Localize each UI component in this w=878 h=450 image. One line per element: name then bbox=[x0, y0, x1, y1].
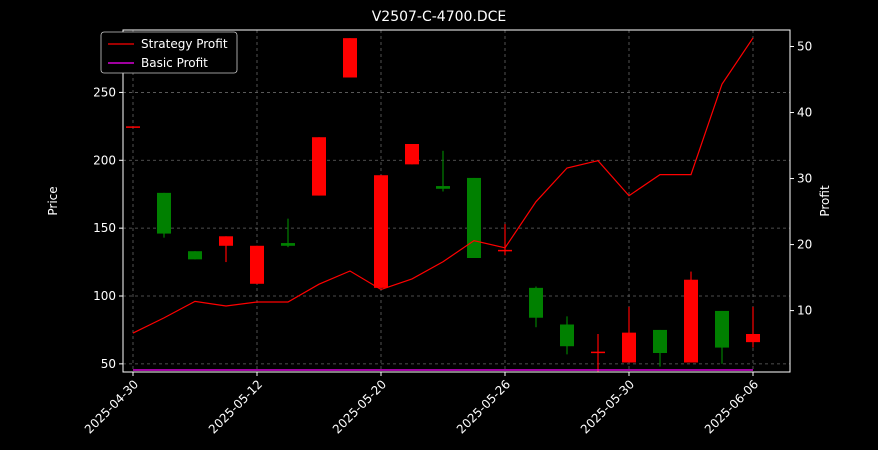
candle-body bbox=[250, 245, 264, 284]
candle-body bbox=[746, 334, 760, 343]
candle-body bbox=[622, 332, 636, 363]
chart-title: V2507-C-4700.DCE bbox=[372, 9, 507, 25]
left-tick-label: 50 bbox=[101, 357, 116, 371]
candle-body bbox=[653, 329, 667, 353]
candle-body bbox=[715, 310, 729, 348]
legend-box bbox=[100, 31, 238, 74]
candle-body bbox=[343, 38, 357, 78]
right-tick-label: 40 bbox=[797, 106, 812, 120]
candle-body bbox=[436, 186, 450, 189]
right-tick-label: 30 bbox=[797, 172, 812, 186]
left-tick-label: 200 bbox=[93, 153, 116, 167]
left-tick-label: 100 bbox=[93, 289, 116, 303]
right-tick-label: 50 bbox=[797, 40, 812, 54]
candle-body bbox=[219, 236, 233, 246]
candle-body bbox=[684, 279, 698, 363]
candle-body bbox=[374, 175, 388, 288]
candle-body bbox=[498, 249, 512, 252]
strategy-profit-line bbox=[132, 37, 754, 334]
candle-body bbox=[157, 192, 171, 234]
plot-frame bbox=[122, 29, 791, 373]
candle-body bbox=[312, 137, 326, 196]
legend-label: Strategy Profit bbox=[141, 37, 228, 51]
right-tick-label: 10 bbox=[797, 304, 812, 318]
left-tick-label: 250 bbox=[93, 85, 116, 99]
left-y-axis: 50 100 150 200 250 bbox=[93, 85, 123, 371]
candle-body bbox=[560, 324, 574, 347]
legend: Strategy Profit Basic Profit bbox=[100, 31, 238, 74]
candle-body bbox=[188, 251, 202, 260]
right-tick-label: 20 bbox=[797, 238, 812, 252]
candles bbox=[126, 38, 760, 372]
candle-body bbox=[126, 126, 140, 128]
candle-body bbox=[591, 351, 605, 354]
y-axis-right-label: Profit bbox=[818, 185, 832, 217]
profit-lines bbox=[132, 37, 754, 371]
candle-body bbox=[405, 144, 419, 165]
legend-label: Basic Profit bbox=[141, 56, 208, 70]
right-y-axis: 10 20 30 40 50 bbox=[790, 40, 812, 318]
candle-body bbox=[281, 243, 295, 246]
left-tick-label: 150 bbox=[93, 221, 116, 235]
y-axis-left-label: Price bbox=[46, 186, 60, 215]
candle-body bbox=[529, 287, 543, 318]
candle-body bbox=[467, 177, 481, 258]
